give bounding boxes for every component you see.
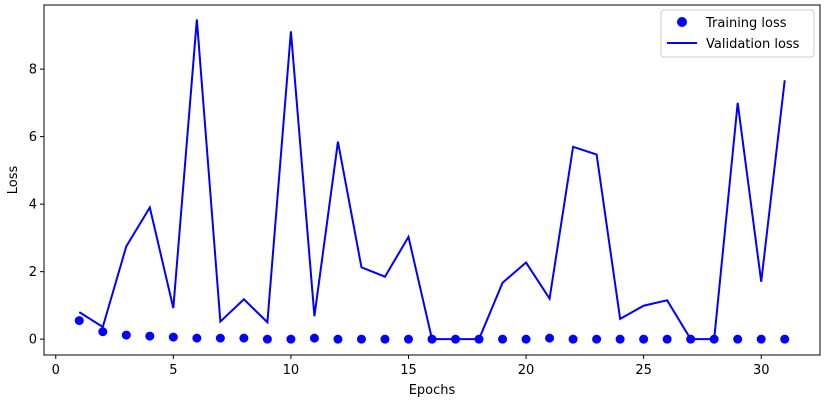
- training-loss-point: [309, 333, 319, 343]
- training-loss-point: [215, 333, 225, 343]
- training-loss-point: [403, 334, 413, 344]
- y-axis-label: Loss: [6, 166, 21, 195]
- training-loss-point: [568, 334, 578, 344]
- legend-label-validation-loss: Validation loss: [706, 37, 800, 52]
- training-loss-point: [262, 334, 272, 344]
- training-loss-point: [639, 334, 649, 344]
- training-loss-point: [192, 333, 202, 343]
- legend-box: [660, 9, 815, 58]
- y-tick-label: 6: [29, 130, 37, 145]
- y-tick-label: 2: [29, 265, 37, 280]
- validation-loss-line: [78, 19, 786, 341]
- training-loss-point: [98, 327, 108, 337]
- training-loss-point: [521, 334, 531, 344]
- x-tick-label: 15: [400, 363, 417, 378]
- training-loss-point: [592, 334, 602, 344]
- plot-marks: [74, 19, 790, 344]
- training-loss-point: [168, 332, 178, 342]
- training-loss-point: [498, 334, 508, 344]
- x-tick-label: 10: [283, 363, 300, 378]
- training-loss-point: [333, 334, 343, 344]
- x-tick-label: 0: [52, 363, 60, 378]
- training-loss-point: [356, 334, 366, 344]
- y-tick-label: 4: [29, 198, 37, 213]
- plot-frame: [43, 4, 821, 356]
- training-loss-point: [74, 316, 84, 326]
- y-axis-ticks: 0 2 4 6 8: [29, 63, 44, 348]
- training-loss-point: [733, 334, 743, 344]
- x-axis-label: Epochs: [409, 383, 456, 398]
- legend-label-training-loss: Training loss: [705, 16, 787, 31]
- training-loss-point: [145, 331, 155, 341]
- training-loss-point: [662, 334, 672, 344]
- x-tick-label: 20: [518, 363, 535, 378]
- training-loss-point: [615, 334, 625, 344]
- training-loss-point: [121, 330, 131, 340]
- legend: Training loss Validation loss: [660, 9, 815, 58]
- legend-marker-training-loss: [677, 17, 687, 27]
- y-tick-label: 0: [29, 333, 37, 348]
- training-loss-point: [380, 334, 390, 344]
- x-tick-label: 5: [169, 363, 177, 378]
- x-tick-label: 25: [635, 363, 652, 378]
- y-tick-label: 8: [29, 63, 37, 78]
- training-loss-point: [780, 334, 790, 344]
- x-tick-label: 30: [753, 363, 770, 378]
- training-loss-point: [286, 334, 296, 344]
- training-loss-point: [756, 334, 766, 344]
- x-axis-ticks: 0 5 10 15 20 25 30: [52, 355, 770, 378]
- training-loss-point: [239, 333, 249, 343]
- training-loss-point: [545, 333, 555, 343]
